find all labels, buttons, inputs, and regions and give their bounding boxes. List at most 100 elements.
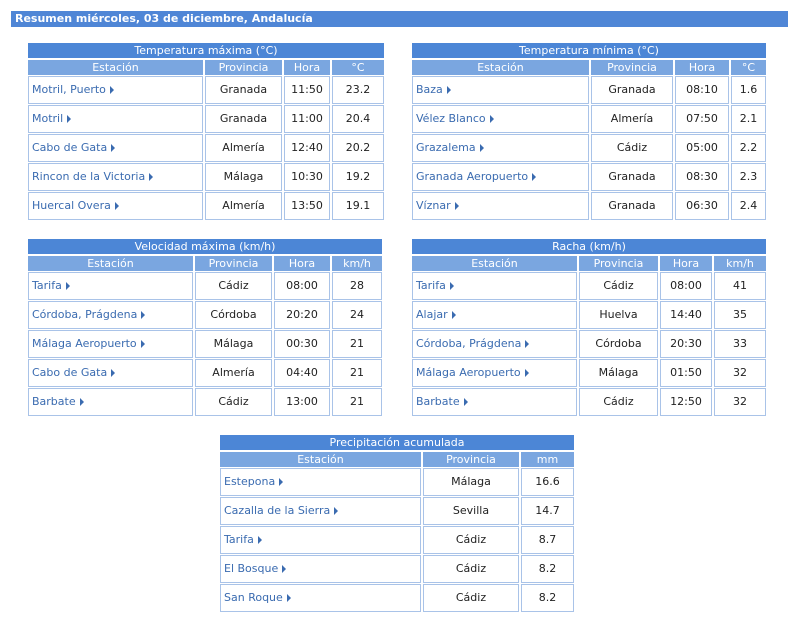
station-link[interactable]: Estepona xyxy=(224,475,283,488)
table-cell: 1.6 xyxy=(731,76,766,104)
table-title: Temperatura mínima (°C) xyxy=(412,43,766,58)
station-cell[interactable]: Tarifa xyxy=(28,272,193,300)
column-header: Hora xyxy=(274,256,330,271)
column-header: Provincia xyxy=(591,60,673,75)
column-header: Hora xyxy=(675,60,729,75)
station-link[interactable]: Granada Aeropuerto xyxy=(416,170,536,183)
station-cell[interactable]: Barbate xyxy=(412,388,577,416)
table-cell: 21 xyxy=(332,330,382,358)
station-link[interactable]: Cabo de Gata xyxy=(32,141,115,154)
station-cell[interactable]: Barbate xyxy=(28,388,193,416)
station-cell[interactable]: Córdoba, Prágdena xyxy=(28,301,193,329)
station-cell[interactable]: Málaga Aeropuerto xyxy=(412,359,577,387)
station-link[interactable]: Barbate xyxy=(32,395,84,408)
station-link[interactable]: Rincon de la Victoria xyxy=(32,170,153,183)
station-link[interactable]: El Bosque xyxy=(224,562,286,575)
table-cell: 21 xyxy=(332,359,382,387)
table-cell: 04:40 xyxy=(274,359,330,387)
station-cell[interactable]: Huercal Overa xyxy=(28,192,203,220)
table-cell: Granada xyxy=(205,105,282,133)
station-link[interactable]: Motril xyxy=(32,112,71,125)
table-cell: Sevilla xyxy=(423,497,519,525)
station-link[interactable]: Cabo de Gata xyxy=(32,366,115,379)
station-cell[interactable]: San Roque xyxy=(220,584,421,612)
station-link[interactable]: Vélez Blanco xyxy=(416,112,494,125)
table-cell: Córdoba xyxy=(579,330,658,358)
station-link[interactable]: Motril, Puerto xyxy=(32,83,114,96)
table-title: Racha (km/h) xyxy=(412,239,766,254)
table-cell: 16.6 xyxy=(521,468,574,496)
station-cell[interactable]: Cabo de Gata xyxy=(28,359,193,387)
station-cell[interactable]: Córdoba, Prágdena xyxy=(412,330,577,358)
station-cell[interactable]: Alajar xyxy=(412,301,577,329)
table-cell: 24 xyxy=(332,301,382,329)
table-cell: Almería xyxy=(205,192,282,220)
station-cell[interactable]: Motril, Puerto xyxy=(28,76,203,104)
station-link[interactable]: Tarifa xyxy=(224,533,262,546)
table-cell: 19.2 xyxy=(332,163,384,191)
column-header: km/h xyxy=(332,256,382,271)
station-cell[interactable]: Grazalema xyxy=(412,134,589,162)
station-link[interactable]: Tarifa xyxy=(416,279,454,292)
station-cell[interactable]: Vélez Blanco xyxy=(412,105,589,133)
station-link[interactable]: Cazalla de la Sierra xyxy=(224,504,338,517)
station-link[interactable]: Barbate xyxy=(416,395,468,408)
table-cell: 00:30 xyxy=(274,330,330,358)
table-cell: Cádiz xyxy=(423,584,519,612)
station-cell[interactable]: Tarifa xyxy=(220,526,421,554)
station-cell[interactable]: Málaga Aeropuerto xyxy=(28,330,193,358)
table-cell: 2.4 xyxy=(731,192,766,220)
table-cell: Córdoba xyxy=(195,301,272,329)
station-cell[interactable]: Tarifa xyxy=(412,272,577,300)
station-cell[interactable]: Motril xyxy=(28,105,203,133)
table-cell: 11:00 xyxy=(284,105,330,133)
station-cell[interactable]: Granada Aeropuerto xyxy=(412,163,589,191)
table-cell: 19.1 xyxy=(332,192,384,220)
table-cell: 20:30 xyxy=(660,330,712,358)
station-link[interactable]: Alajar xyxy=(416,308,456,321)
station-link[interactable]: Baza xyxy=(416,83,451,96)
station-link[interactable]: San Roque xyxy=(224,591,291,604)
station-cell[interactable]: Cabo de Gata xyxy=(28,134,203,162)
station-link[interactable]: Grazalema xyxy=(416,141,484,154)
column-header: Provincia xyxy=(205,60,282,75)
table-cell: 14:40 xyxy=(660,301,712,329)
station-cell[interactable]: Estepona xyxy=(220,468,421,496)
table-cell: Huelva xyxy=(579,301,658,329)
table-cell: Granada xyxy=(591,163,673,191)
table-cell: 32 xyxy=(714,359,766,387)
table-cell: 07:50 xyxy=(675,105,729,133)
table-cell: 23.2 xyxy=(332,76,384,104)
station-link[interactable]: Huercal Overa xyxy=(32,199,119,212)
station-link[interactable]: Málaga Aeropuerto xyxy=(32,337,145,350)
station-link[interactable]: Córdoba, Prágdena xyxy=(416,337,529,350)
table-cell: Málaga xyxy=(195,330,272,358)
station-link[interactable]: Córdoba, Prágdena xyxy=(32,308,145,321)
station-link[interactable]: Málaga Aeropuerto xyxy=(416,366,529,379)
station-cell[interactable]: Cazalla de la Sierra xyxy=(220,497,421,525)
table-cell: 41 xyxy=(714,272,766,300)
table-cell: 10:30 xyxy=(284,163,330,191)
station-cell[interactable]: Víznar xyxy=(412,192,589,220)
table-title: Temperatura máxima (°C) xyxy=(28,43,384,58)
table-cell: 08:00 xyxy=(274,272,330,300)
table-cell: 08:10 xyxy=(675,76,729,104)
table-title: Velocidad máxima (km/h) xyxy=(28,239,382,254)
station-cell[interactable]: Rincon de la Victoria xyxy=(28,163,203,191)
table-cell: Cádiz xyxy=(423,555,519,583)
table-cell: 08:00 xyxy=(660,272,712,300)
station-link[interactable]: Tarifa xyxy=(32,279,70,292)
table-cell: Cádiz xyxy=(579,388,658,416)
column-header: Estación xyxy=(412,256,577,271)
station-link[interactable]: Víznar xyxy=(416,199,459,212)
column-header: Hora xyxy=(660,256,712,271)
station-cell[interactable]: El Bosque xyxy=(220,555,421,583)
table-cell: Almería xyxy=(591,105,673,133)
station-cell[interactable]: Baza xyxy=(412,76,589,104)
column-header: °C xyxy=(731,60,766,75)
table-cell: 2.2 xyxy=(731,134,766,162)
table-cell: 32 xyxy=(714,388,766,416)
table-cell: 8.2 xyxy=(521,555,574,583)
table-cell: 28 xyxy=(332,272,382,300)
